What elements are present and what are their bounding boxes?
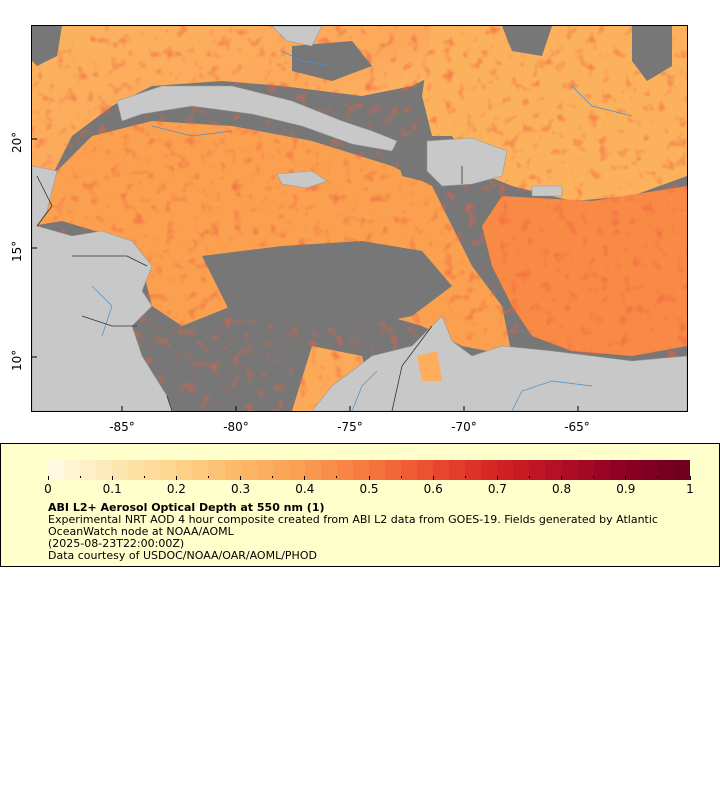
colorbar-cell bbox=[256, 460, 273, 480]
colorbar-cell bbox=[336, 460, 353, 480]
colorbar-cell bbox=[481, 460, 498, 480]
colorbar-tick bbox=[111, 476, 113, 480]
colorbar-tick-label: 0.6 bbox=[423, 482, 443, 496]
colorbar-cell bbox=[625, 460, 642, 480]
colorbar-tick bbox=[561, 476, 563, 480]
legend-panel: 0 0.1 0.2 0.3 0.4 0.5 0.6 0.7 0.8 0.9 1 ABI L2+ Ae… bbox=[0, 443, 720, 567]
x-axis-label: -75° bbox=[337, 420, 363, 434]
colorbar-tick bbox=[496, 476, 498, 480]
colorbar-cell bbox=[288, 460, 305, 480]
colorbar-tick-label: 0.8 bbox=[552, 482, 572, 496]
land-masses bbox=[32, 26, 687, 411]
colorbar-cell bbox=[561, 460, 578, 480]
colorbar-cell bbox=[112, 460, 129, 480]
colorbar-tick bbox=[79, 476, 81, 478]
colorbar-tick bbox=[689, 476, 691, 480]
colorbar-tick-label: 0.4 bbox=[295, 482, 315, 496]
colorbar-tick bbox=[657, 476, 659, 478]
colorbar-cell bbox=[304, 460, 321, 480]
colorbar-tick bbox=[368, 476, 370, 480]
y-axis-label: 20° bbox=[10, 131, 24, 153]
colorbar-tick-label: 0.2 bbox=[166, 482, 186, 496]
colorbar-cell bbox=[641, 460, 658, 480]
colorbar-cell bbox=[657, 460, 674, 480]
colorbar-cell bbox=[368, 460, 385, 480]
legend-description: Experimental NRT AOD 4 hour composite cr… bbox=[48, 513, 658, 538]
colorbar-tick bbox=[336, 476, 338, 478]
colorbar-cell bbox=[208, 460, 225, 480]
colorbar-cell bbox=[160, 460, 177, 480]
legend-text: ABI L2+ Aerosol Optical Depth at 550 nm … bbox=[48, 502, 708, 562]
legend-timestamp: (2025-08-23T22:00:00Z) bbox=[48, 537, 185, 550]
rivers bbox=[91, 50, 633, 411]
colorbar-cell bbox=[384, 460, 402, 480]
colorbar-tick-label: 0.9 bbox=[616, 482, 636, 496]
colorbar-cell bbox=[433, 460, 450, 480]
colorbar-cell bbox=[497, 460, 514, 480]
colorbar-cell bbox=[513, 460, 530, 480]
colorbar-cell bbox=[320, 460, 337, 480]
y-axis-label: 15° bbox=[10, 240, 24, 262]
colorbar-tick bbox=[593, 476, 595, 478]
colorbar-cell bbox=[673, 460, 690, 480]
colorbar-cell bbox=[80, 460, 97, 480]
map-panel bbox=[31, 25, 688, 412]
colorbar-tick bbox=[400, 476, 402, 478]
colorbar-tick bbox=[272, 476, 274, 478]
colorbar-tick-label: 0.7 bbox=[487, 482, 507, 496]
colorbar-cell bbox=[240, 460, 257, 480]
axis-ticks bbox=[32, 138, 579, 411]
x-axis-label: -85° bbox=[109, 420, 135, 434]
colorbar-cell bbox=[64, 460, 81, 480]
x-axis-label: -70° bbox=[451, 420, 477, 434]
colorbar-cell bbox=[48, 460, 65, 480]
colorbar-tick-label: 1 bbox=[686, 482, 694, 496]
colorbar-tick bbox=[240, 476, 242, 480]
colorbar-tick-label: 0.5 bbox=[359, 482, 379, 496]
colorbar-cell bbox=[352, 460, 369, 480]
colorbar bbox=[48, 460, 690, 480]
colorbar-cell bbox=[272, 460, 289, 480]
colorbar-tick bbox=[208, 476, 209, 478]
colorbar-cell bbox=[192, 460, 209, 480]
colorbar-cell bbox=[176, 460, 193, 480]
colorbar-tick bbox=[304, 476, 306, 480]
x-axis-label: -65° bbox=[564, 420, 590, 434]
colorbar-cell bbox=[401, 460, 418, 480]
colorbar-cell bbox=[465, 460, 482, 480]
colorbar-tick bbox=[464, 476, 466, 478]
colorbar-tick bbox=[175, 476, 177, 480]
colorbar-cell bbox=[417, 460, 434, 480]
colorbar-tick bbox=[625, 476, 627, 480]
colorbar-cell bbox=[545, 460, 562, 480]
colorbar-tick bbox=[529, 476, 530, 478]
colorbar-cell bbox=[144, 460, 161, 480]
aod-map bbox=[32, 26, 687, 411]
colorbar-tick bbox=[47, 476, 49, 480]
colorbar-tick-label: 0 bbox=[44, 482, 52, 496]
colorbar-tick-label: 0.3 bbox=[231, 482, 251, 496]
country-borders bbox=[36, 166, 463, 411]
y-axis-label: 10° bbox=[10, 349, 24, 371]
colorbar-cell bbox=[449, 460, 466, 480]
colorbar-cell bbox=[96, 460, 113, 480]
colorbar-cell bbox=[128, 460, 145, 480]
colorbar-cell bbox=[577, 460, 594, 480]
legend-credit: Data courtesy of USDOC/NOAA/OAR/AOML/PHO… bbox=[48, 549, 317, 562]
x-axis-label: -80° bbox=[223, 420, 249, 434]
colorbar-cell bbox=[529, 460, 546, 480]
colorbar-tick bbox=[432, 476, 434, 480]
colorbar-cell bbox=[593, 460, 610, 480]
legend-title: ABI L2+ Aerosol Optical Depth at 550 nm … bbox=[48, 501, 325, 514]
colorbar-tick-label: 0.1 bbox=[102, 482, 122, 496]
colorbar-cell bbox=[224, 460, 241, 480]
colorbar-cell bbox=[609, 460, 626, 480]
colorbar-tick bbox=[143, 476, 145, 478]
